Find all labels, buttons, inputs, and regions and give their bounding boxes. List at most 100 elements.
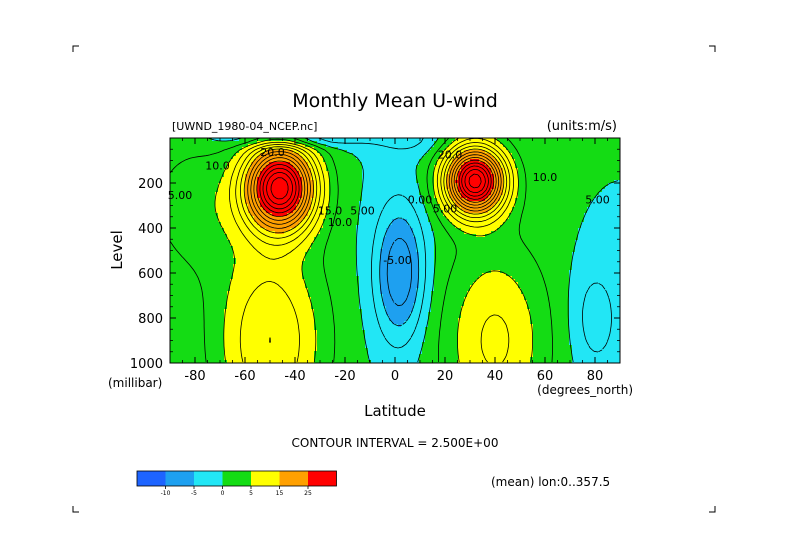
field-cell [284,204,288,208]
field-cell [251,186,255,190]
field-cell [428,150,432,154]
field-cell [314,159,318,163]
field-cell [374,162,378,166]
field-cell [242,192,246,196]
field-cell [308,186,312,190]
field-cell [527,201,531,205]
field-cell [341,234,345,238]
field-cell [329,234,333,238]
field-cell [365,168,369,172]
field-cell [488,183,492,187]
field-cell [422,171,426,175]
field-cell [266,237,270,241]
field-cell [212,210,216,214]
field-cell [473,162,477,166]
field-cell [185,237,189,241]
field-cell [566,225,570,229]
field-cell [323,150,327,154]
field-cell [341,219,345,223]
field-cell [197,186,201,190]
field-cell [212,222,216,226]
field-cell [440,192,444,196]
field-cell [554,231,558,235]
field-cell [251,237,255,241]
field-cell [296,228,300,232]
field-cell [401,207,405,211]
field-cell [215,183,219,187]
field-cell [191,141,195,145]
field-cell [302,147,306,151]
field-cell [431,210,435,214]
field-cell [416,201,420,205]
field-cell [224,147,228,151]
field-cell [269,159,273,163]
field-cell [446,147,450,151]
field-cell [371,195,375,199]
field-cell [599,228,603,232]
field-cell [368,198,372,202]
field-cell [476,183,480,187]
field-cell [389,207,393,211]
field-cell [530,177,534,181]
field-cell [422,189,426,193]
field-cell [239,204,243,208]
field-cell [527,171,531,175]
field-cell [485,162,489,166]
field-cell [353,222,357,226]
field-cell [515,222,519,226]
field-cell [491,198,495,202]
field-cell [491,189,495,193]
field-cell [539,219,543,223]
field-cell [563,150,567,154]
field-cell [182,228,186,232]
field-cell [362,186,366,190]
field-cell [425,216,429,220]
field-cell [239,138,243,142]
field-cell [386,171,390,175]
field-cell [182,189,186,193]
field-cell [560,162,564,166]
field-cell [536,189,540,193]
field-cell [545,186,549,190]
field-cell [203,141,207,145]
field-cell [536,171,540,175]
field-cell [323,213,327,217]
field-cell [614,186,618,190]
field-cell [332,159,336,163]
field-cell [467,150,471,154]
field-cell [200,222,204,226]
field-cell [374,186,378,190]
field-cell [224,213,228,217]
field-cell [617,144,621,148]
field-cell [281,168,285,172]
field-cell [398,201,402,205]
field-cell [458,189,462,193]
field-cell [614,150,618,154]
field-cell [494,228,498,232]
field-cell [596,186,600,190]
field-cell [176,222,180,226]
field-cell [557,207,561,211]
field-cell [428,159,432,163]
field-cell [353,210,357,214]
field-cell [500,150,504,154]
field-cell [329,159,333,163]
field-cell [263,159,267,163]
field-cell [470,147,474,151]
field-cell [596,141,600,145]
field-cell [581,150,585,154]
field-cell [314,147,318,151]
field-cell [224,189,228,193]
field-cell [209,192,213,196]
field-cell [200,219,204,223]
field-cell [413,150,417,154]
field-cell [275,174,279,178]
field-cell [497,189,501,193]
field-cell [608,159,612,163]
field-cell [470,228,474,232]
field-cell [596,231,600,235]
field-cell [443,204,447,208]
field-cell [299,201,303,205]
field-cell [305,159,309,163]
field-cell [269,222,273,226]
